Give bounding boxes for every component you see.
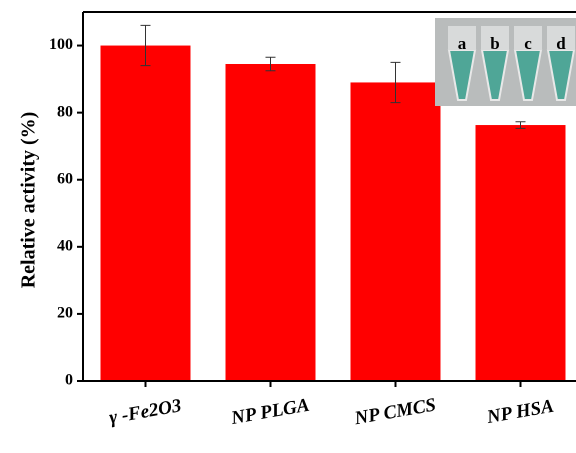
chart: Relative activity (%) 0 20 40 60 80 100 γ -Fe2… [0, 0, 576, 453]
inset-label: c [524, 34, 532, 53]
bar [476, 125, 566, 381]
x-tick-label: NP HSA [484, 396, 555, 429]
inset-label: a [458, 34, 467, 53]
y-axis-label: Relative activity (%) [18, 112, 40, 289]
x-tick-label: NP PLGA [229, 395, 311, 430]
y-tick-label: 80 [57, 103, 73, 120]
page: Relative activity (%) 0 20 40 60 80 100 γ -Fe2… [0, 0, 576, 453]
bar [101, 46, 191, 381]
y-tick-label: 0 [65, 372, 73, 389]
bar [226, 64, 316, 381]
x-tick-label: γ -Fe2O3 [108, 395, 183, 428]
y-tick-label: 20 [57, 305, 73, 322]
inset-label: d [556, 34, 566, 53]
y-tick-label: 60 [57, 170, 73, 187]
x-tick-label: NP CMCS [352, 394, 438, 429]
inset-label: b [490, 34, 499, 53]
y-tick-label: 40 [57, 237, 73, 254]
bar [351, 82, 441, 381]
y-tick-label: 100 [49, 36, 73, 53]
